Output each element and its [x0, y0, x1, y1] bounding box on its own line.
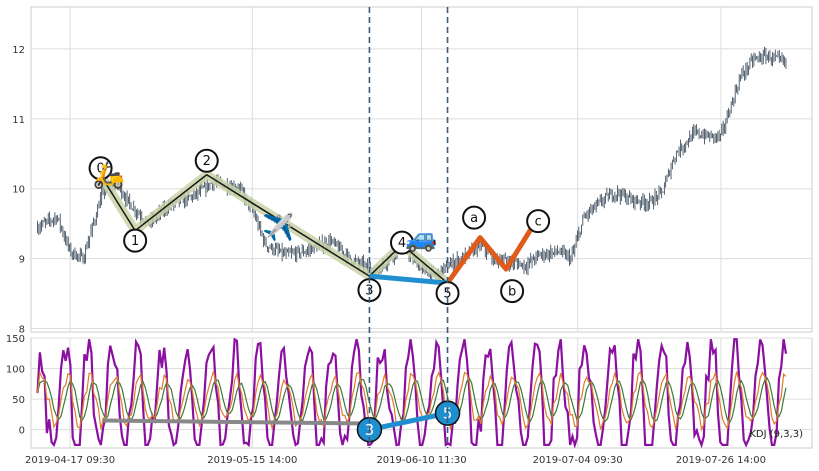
wave-annotations: 012345abc	[88, 148, 551, 306]
x-tick-label: 2019-05-15 14:00	[207, 455, 297, 466]
indicator-3-5-link	[368, 410, 449, 433]
airplane-icon: ✈️	[262, 211, 294, 243]
indicator-title: KDJ (9,3,3)	[749, 429, 803, 440]
price-y-axis: 8 9 10 11 12	[12, 45, 25, 336]
price-y-tick-label: 9	[19, 255, 25, 266]
corrective-wave-line	[445, 225, 535, 285]
kdj-lines	[36, 338, 788, 448]
price-y-tick-label: 8	[19, 325, 25, 336]
emoji-markers: 🛵 ✈️ 🚙	[93, 161, 438, 254]
price-grid	[31, 7, 812, 332]
wave-label-4: 4	[398, 236, 406, 251]
indicator-y-tick-label: 150	[6, 334, 25, 345]
wave-3-5-link	[369, 273, 448, 286]
price-y-tick-label: 10	[12, 185, 25, 196]
kdj-j-line	[36, 338, 788, 448]
indicator-y-tick-label: 50	[12, 395, 25, 406]
wave-label-circle-1	[123, 228, 148, 253]
price-y-tick-label: 11	[12, 115, 25, 126]
wave-label-0: 0	[96, 162, 104, 177]
indicator-y-tick-label: 100	[6, 365, 25, 376]
indicator-y-axis: 0 50 100 150	[6, 334, 25, 437]
wave-label-circle-4	[389, 230, 414, 255]
wave-label-circle-c	[526, 209, 551, 234]
kdj-d-line	[36, 377, 787, 424]
wave-label-b: b	[508, 285, 516, 300]
price-y-tick-label: 12	[12, 45, 25, 56]
wave-label-c: c	[535, 215, 542, 230]
indicator-link-line	[102, 418, 370, 426]
indicator-marker-5: 5	[443, 405, 453, 423]
x-tick-label: 2019-07-04 09:30	[533, 455, 623, 466]
x-tick-label: 2019-07-26 14:00	[676, 455, 766, 466]
wave-label-circle-2	[194, 148, 219, 173]
wave-label-circle-0	[88, 156, 113, 181]
indicator-y-tick-label: 0	[19, 426, 25, 437]
x-tick-label: 2019-04-17 09:30	[25, 455, 115, 466]
wave-label-5: 5	[443, 287, 451, 302]
wave-label-circle-a	[462, 205, 487, 230]
x-axis: 2019-04-17 09:30 2019-05-15 14:00 2019-06-…	[25, 455, 766, 466]
wave-label-1: 1	[131, 234, 139, 249]
x-tick-label: 2019-06-10 11:30	[376, 455, 466, 466]
kdj-k-line	[36, 370, 787, 432]
wave-label-circle-b	[500, 279, 525, 304]
scooter-icon: 🛵	[93, 161, 125, 191]
wave-label-a: a	[470, 211, 478, 226]
wave-label-2: 2	[203, 154, 211, 169]
car-icon: 🚙	[405, 224, 437, 254]
wave-vertical-lines	[368, 7, 449, 448]
